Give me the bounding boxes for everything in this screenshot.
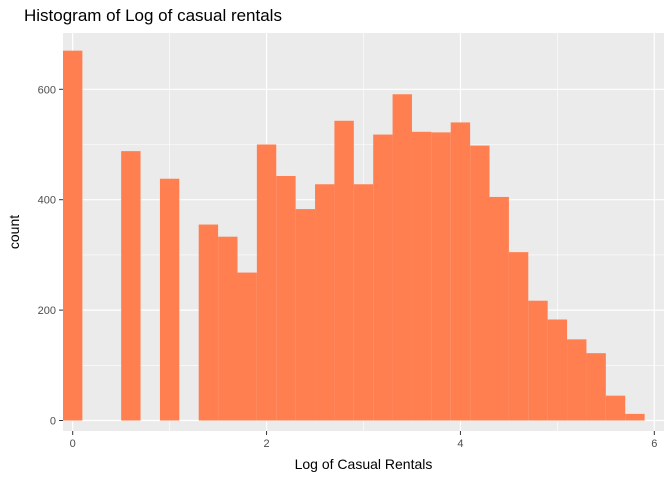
histogram-bar	[315, 184, 335, 421]
histogram-bar	[373, 134, 393, 421]
histogram-bar	[567, 339, 587, 421]
histogram-bar	[159, 178, 180, 421]
y-tick-label: 200	[38, 305, 56, 317]
y-tick-label: 600	[38, 84, 56, 96]
x-tick-label: 2	[264, 438, 270, 450]
x-tick-label: 6	[651, 438, 657, 450]
x-tick-label: 4	[457, 438, 463, 450]
x-axis-title: Log of Casual Rentals	[295, 456, 433, 472]
histogram-bar	[63, 50, 83, 421]
histogram-bar	[353, 184, 374, 421]
histogram-bars	[63, 50, 664, 421]
histogram-bar	[121, 151, 141, 421]
histogram-bar	[431, 132, 451, 421]
histogram-bar	[218, 236, 238, 421]
histogram-bar	[392, 94, 412, 421]
histogram-bar	[411, 131, 432, 421]
histogram-bar	[450, 122, 471, 421]
y-axis-ticks: 0 200 400 600	[38, 84, 63, 428]
y-tick-label: 400	[38, 195, 56, 207]
chart-title: Histogram of Log of casual rentals	[24, 6, 282, 25]
histogram-bar	[489, 196, 509, 421]
histogram-bar	[605, 395, 626, 421]
histogram-bar	[586, 353, 606, 421]
y-axis-title: count	[6, 215, 22, 249]
histogram-bar	[625, 413, 645, 421]
histogram-bar	[547, 319, 568, 421]
histogram-bar	[198, 224, 219, 421]
histogram-bar	[295, 209, 316, 421]
histogram-bar	[528, 300, 548, 421]
histogram-bar	[470, 145, 490, 421]
histogram-bar	[256, 144, 277, 421]
histogram-bar	[508, 252, 529, 421]
histogram-bar	[276, 175, 296, 421]
x-axis-ticks: 0 2 4 6	[70, 431, 657, 450]
histogram-bar	[334, 120, 354, 421]
histogram-bar	[237, 272, 257, 421]
y-tick-label: 0	[50, 416, 56, 428]
x-tick-label: 0	[70, 438, 76, 450]
